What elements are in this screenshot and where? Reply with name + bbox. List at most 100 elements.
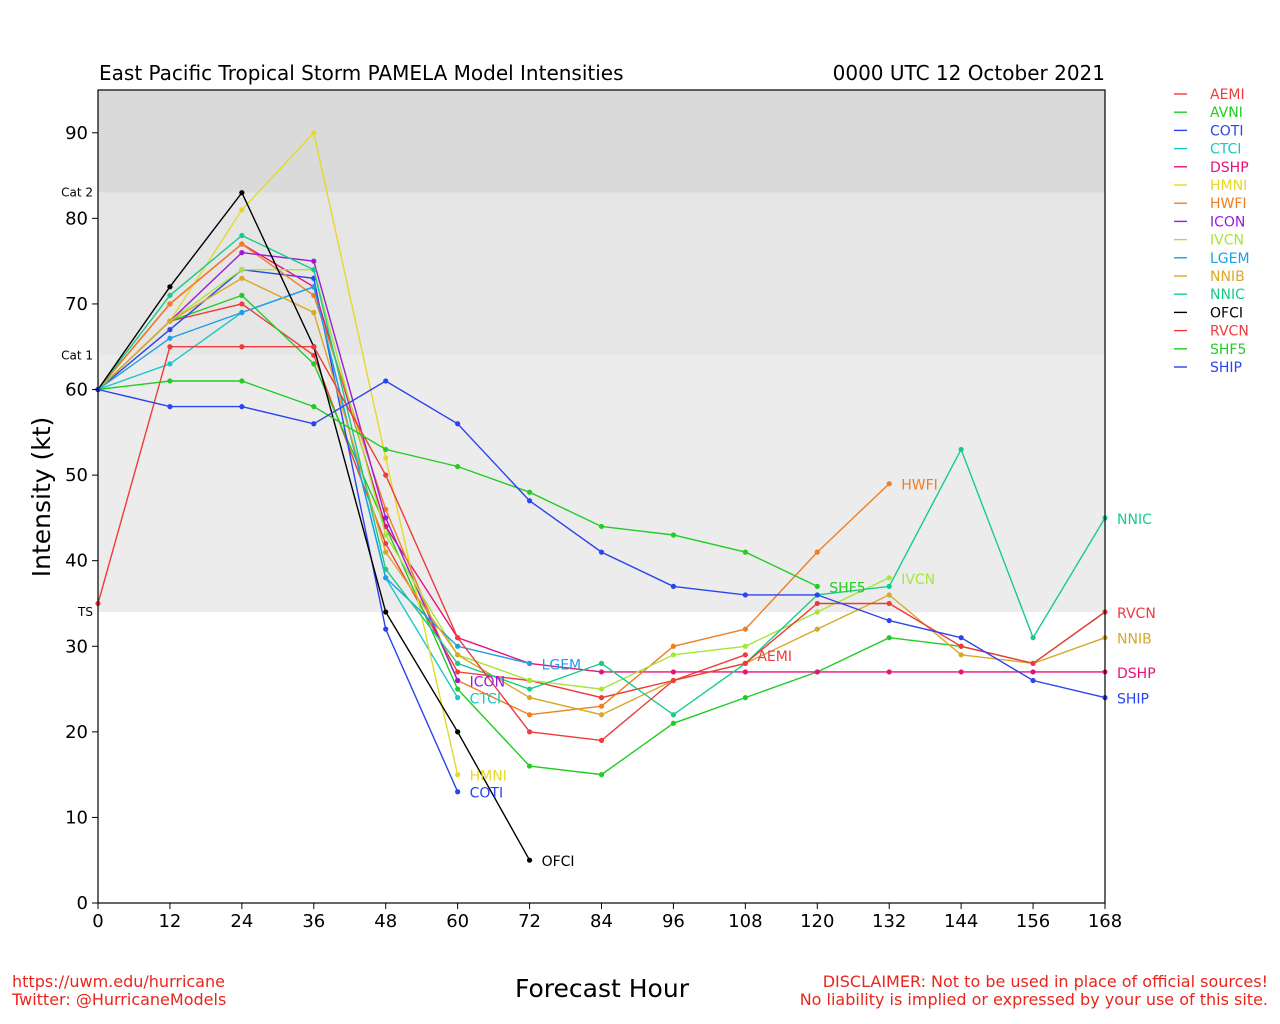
y-tick-label: 90 xyxy=(65,123,88,144)
legend-item-coti: COTI xyxy=(1174,123,1243,139)
data-point-icon xyxy=(455,677,461,684)
end-label-hwfi: HWFI xyxy=(901,478,938,494)
data-point-rvcn xyxy=(742,660,748,666)
data-point-rvcn xyxy=(598,737,605,744)
data-point-hwfi xyxy=(670,643,677,649)
data-point-avni xyxy=(239,292,245,298)
data-point-nnib xyxy=(598,712,605,718)
y-axis: 0 10 20 30 40 50 60 70 80 90 xyxy=(65,123,98,914)
legend-label-icon: ICON xyxy=(1210,214,1245,230)
disclaimer-line-1: DISCLAIMER: Not to be used in place of o… xyxy=(822,972,1268,991)
data-point-ship xyxy=(239,404,245,410)
data-point-shf5 xyxy=(814,583,820,589)
data-point-nnib xyxy=(886,592,892,598)
data-point-shf5 xyxy=(383,446,389,453)
x-axis-label: Forecast Hour xyxy=(515,974,690,1003)
end-label-ivcn: IVCN xyxy=(901,572,935,588)
data-point-rvcn xyxy=(455,635,461,641)
x-tick-label: 48 xyxy=(374,911,397,932)
series-line-coti xyxy=(97,268,459,792)
legend-item-nnib: NNIB xyxy=(1174,269,1245,285)
x-tick-label: 96 xyxy=(662,911,685,932)
y-tick-label: 50 xyxy=(65,465,88,486)
x-tick-label: 36 xyxy=(302,911,325,932)
data-point-ofci xyxy=(167,284,173,290)
data-point-aemi xyxy=(455,669,461,675)
legend-item-ofci: OFCI xyxy=(1174,305,1243,321)
series-line-hwfi xyxy=(97,243,890,716)
data-point-nnib xyxy=(167,318,173,324)
data-point-nnib xyxy=(526,695,533,701)
data-point-coti xyxy=(455,789,461,795)
data-point-hwfi xyxy=(383,506,389,512)
data-point-icon xyxy=(239,250,245,256)
data-point-rvcn xyxy=(814,600,820,607)
y-tick-label: 20 xyxy=(65,722,88,743)
legend-label-rvcn: RVCN xyxy=(1210,324,1249,340)
data-point-shf5 xyxy=(526,489,533,495)
data-point-dshp xyxy=(670,669,677,675)
data-point-hwfi xyxy=(167,301,173,307)
data-point-ship xyxy=(814,592,820,598)
end-label-hmni: HMNI xyxy=(470,769,507,785)
data-point-lgem xyxy=(239,309,245,316)
data-point-nnic xyxy=(886,583,892,589)
legend-label-coti: COTI xyxy=(1210,123,1243,139)
legend-label-ship: SHIP xyxy=(1210,360,1242,376)
x-tick-label: 120 xyxy=(800,911,834,932)
data-point-nnib xyxy=(239,275,245,281)
data-point-coti xyxy=(167,327,173,333)
y-tick-label: 10 xyxy=(65,807,88,828)
data-point-ivcn xyxy=(383,532,389,538)
data-point-rvcn xyxy=(311,344,317,350)
data-point-lgem xyxy=(526,660,533,666)
legend-item-nnic: NNIC xyxy=(1174,287,1245,303)
data-point-shf5 xyxy=(239,378,245,384)
data-point-hwfi xyxy=(886,481,892,487)
x-tick-label: 60 xyxy=(446,911,469,932)
data-point-ship xyxy=(670,583,677,589)
data-point-ofci xyxy=(455,729,461,735)
legend-label-shf5: SHF5 xyxy=(1210,342,1246,358)
data-point-rvcn xyxy=(886,600,892,607)
x-tick-label: 84 xyxy=(590,911,613,932)
legend-item-ivcn: IVCN xyxy=(1174,233,1244,249)
footer-url[interactable]: https://uwm.edu/hurricane xyxy=(12,972,225,991)
data-point-shf5 xyxy=(311,404,317,410)
x-tick-label: 12 xyxy=(158,911,181,932)
data-point-hwfi xyxy=(742,626,748,632)
data-point-nnib xyxy=(455,652,461,658)
y-tick-label: 60 xyxy=(65,380,88,401)
data-point-aemi xyxy=(742,652,748,658)
data-point-ivcn xyxy=(814,609,820,615)
data-point-icon xyxy=(383,515,389,521)
intensity-bands xyxy=(98,90,1105,613)
band-label: TS xyxy=(77,605,93,619)
end-label-aemi: AEMI xyxy=(757,649,792,665)
data-point-rvcn xyxy=(1030,660,1036,666)
disclaimer-line-2: No liability is implied or expressed by … xyxy=(799,990,1268,1009)
x-axis: 0 12 24 36 48 60 72 84 96 108 120 132 144 156 168 xyxy=(92,903,1122,932)
data-point-ivcn xyxy=(598,686,605,692)
data-point-ship xyxy=(886,617,892,624)
data-point-ship xyxy=(598,549,605,555)
data-point-nnib xyxy=(311,309,317,316)
data-point-aemi xyxy=(239,301,245,307)
legend-label-hmni: HMNI xyxy=(1210,178,1247,194)
data-point-nnic xyxy=(167,292,173,298)
end-label-ofci: OFCI xyxy=(542,854,575,870)
data-point-ctci xyxy=(167,361,173,367)
data-point-nnic xyxy=(383,566,389,572)
legend-label-lgem: LGEM xyxy=(1210,251,1250,267)
footer-twitter[interactable]: Twitter: @HurricaneModels xyxy=(12,990,227,1009)
legend-label-avni: AVNI xyxy=(1210,105,1243,121)
end-label-lgem: LGEM xyxy=(542,657,582,673)
data-point-hwfi xyxy=(239,241,245,247)
data-point-rvcn xyxy=(958,643,964,649)
y-tick-label: 30 xyxy=(65,636,88,657)
x-tick-label: 156 xyxy=(1016,911,1050,932)
data-point-avni xyxy=(886,635,892,641)
data-point-ship xyxy=(455,421,461,427)
legend-label-ofci: OFCI xyxy=(1210,305,1243,321)
data-point-nnib xyxy=(383,549,389,555)
